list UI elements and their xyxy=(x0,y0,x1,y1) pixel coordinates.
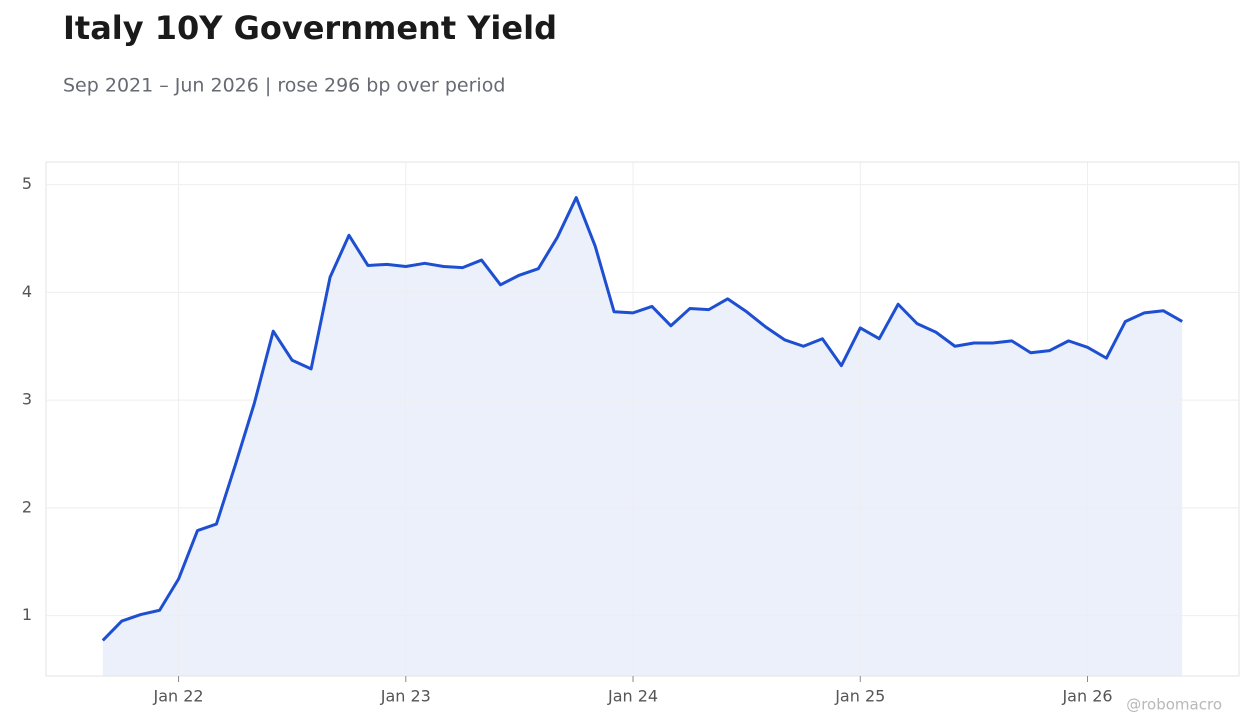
chart-subtitle: Sep 2021 – Jun 2026 | rose 296 bp over p… xyxy=(63,75,505,97)
y-tick-label: 5 xyxy=(22,174,32,193)
watermark: @robomacro xyxy=(1126,696,1222,714)
x-tick-label: Jan 22 xyxy=(153,687,204,706)
x-tick-label: Jan 23 xyxy=(380,687,431,706)
y-tick-label: 1 xyxy=(22,605,32,624)
x-tick-label: Jan 24 xyxy=(607,687,658,706)
y-tick-label: 4 xyxy=(22,282,32,301)
plot-frame xyxy=(45,161,1240,677)
x-tick-label: Jan 26 xyxy=(1061,687,1112,706)
y-tick-label: 3 xyxy=(22,390,32,409)
chart-title: Italy 10Y Government Yield xyxy=(63,9,557,47)
line xyxy=(101,196,1183,642)
y-tick-label: 2 xyxy=(22,497,32,516)
x-tick-label: Jan 25 xyxy=(834,687,885,706)
area xyxy=(102,197,1183,676)
